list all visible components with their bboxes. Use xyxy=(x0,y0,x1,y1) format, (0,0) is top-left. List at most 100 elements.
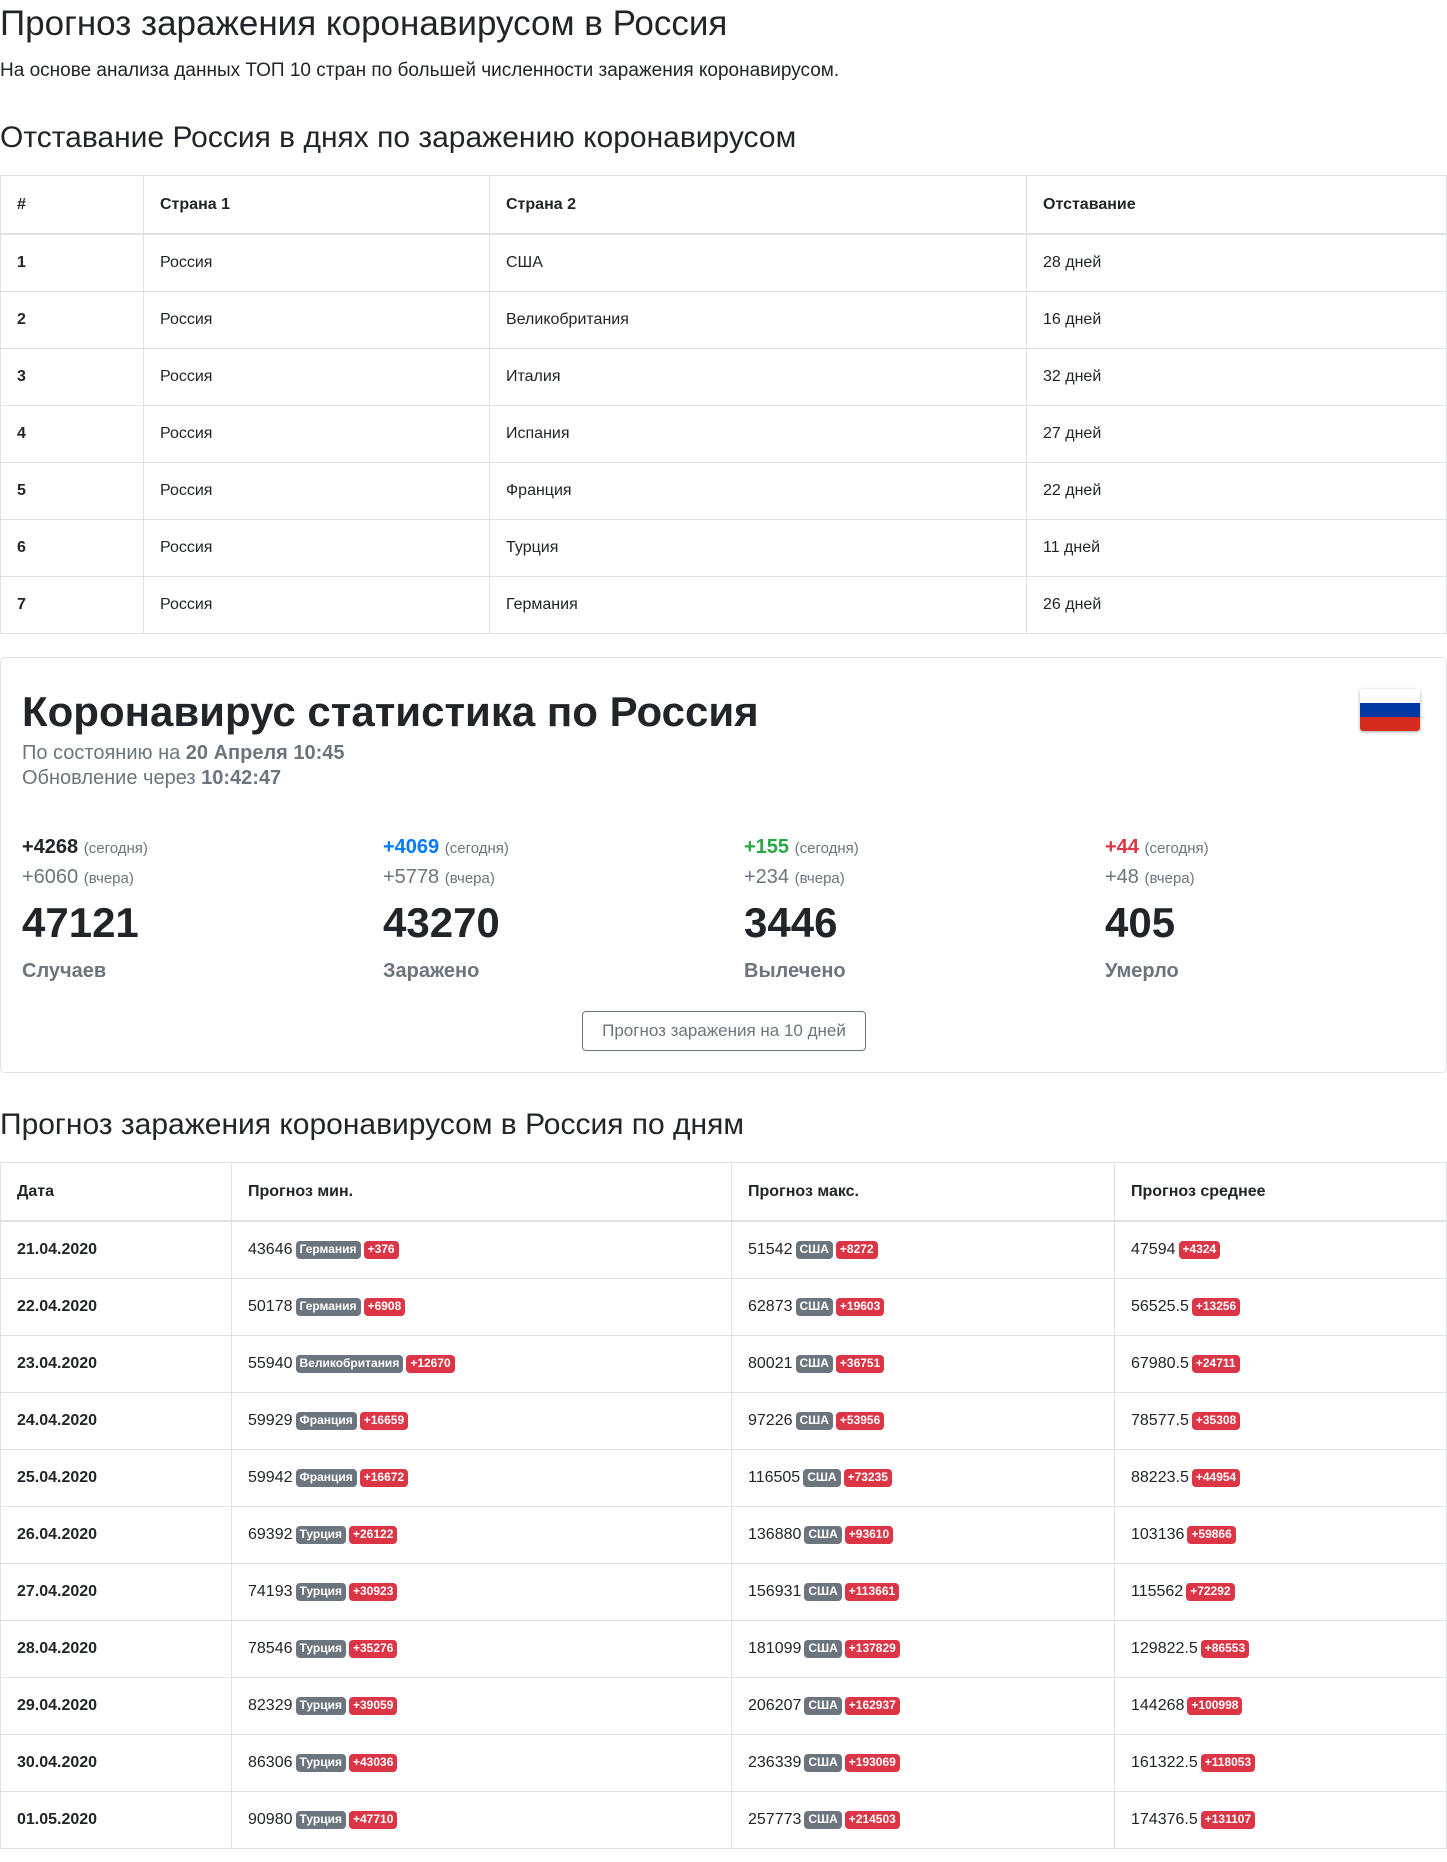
forecast-avg-value: 129822.5 xyxy=(1131,1640,1198,1657)
forecast-avg-cell: 103136 +59866 xyxy=(1114,1506,1447,1564)
country-badge: США xyxy=(795,1355,833,1373)
lag-row-country2: США xyxy=(489,233,1027,292)
stat-today-value: +155 xyxy=(744,836,790,858)
lag-col-lag: Отставание xyxy=(1026,175,1447,235)
stat-today-label: (сегодня) xyxy=(83,840,148,857)
lag-col-country1: Страна 1 xyxy=(143,175,490,235)
country-badge: США xyxy=(795,1412,833,1430)
stats-title: Коронавирус статистика по Россия xyxy=(22,688,759,735)
lag-col-country2: Страна 2 xyxy=(489,175,1027,235)
delta-badge: +376 xyxy=(363,1241,399,1259)
lag-row-num: 3 xyxy=(0,348,144,406)
delta-badge: +19603 xyxy=(835,1298,885,1316)
lag-row-country1: Россия xyxy=(143,348,490,406)
stat-today-label: (сегодня) xyxy=(1144,840,1209,857)
lag-row-lag: 22 дней xyxy=(1026,462,1447,520)
stat-yesterday-label: (вчера) xyxy=(794,870,845,887)
forecast-min-value: 43646 xyxy=(248,1241,293,1258)
forecast-min-cell: 69392 Турция +26122 xyxy=(231,1506,732,1564)
russia-flag-icon xyxy=(1360,689,1420,731)
forecast-date: 22.04.2020 xyxy=(0,1278,232,1336)
forecast-10-days-button[interactable]: Прогноз заражения на 10 дней xyxy=(582,1011,866,1051)
country-badge: Германия xyxy=(295,1298,361,1316)
forecast-max-value: 80021 xyxy=(748,1355,793,1372)
delta-badge: +35276 xyxy=(348,1640,398,1658)
lag-row-lag: 28 дней xyxy=(1026,233,1447,292)
delta-badge: +73235 xyxy=(843,1469,892,1487)
forecast-date: 24.04.2020 xyxy=(0,1392,232,1450)
table-row: 25.04.2020 59942 Франция +16672 116505 США +73… xyxy=(0,1449,1447,1507)
forecast-max-cell: 257773 США +214503 xyxy=(731,1791,1115,1849)
forecast-date: 25.04.2020 xyxy=(0,1449,232,1507)
forecast-date: 29.04.2020 xyxy=(0,1677,232,1735)
country-badge: США xyxy=(804,1526,842,1544)
forecast-min-value: 78546 xyxy=(248,1640,293,1657)
forecast-avg-cell: 56525.5 +13256 xyxy=(1114,1278,1447,1336)
table-row: 5 Россия Франция 22 дней xyxy=(0,462,1447,520)
lag-row-lag: 32 дней xyxy=(1026,348,1447,406)
forecast-date: 28.04.2020 xyxy=(0,1620,232,1678)
forecast-max-cell: 51542 США +8272 xyxy=(731,1220,1115,1279)
stat-today-value: +4069 xyxy=(383,836,440,858)
page-title: Прогноз заражения коронавирусом в Россия xyxy=(0,4,728,43)
forecast-date: 21.04.2020 xyxy=(0,1220,232,1279)
forecast-min-cell: 82329 Турция +39059 xyxy=(231,1677,732,1735)
forecast-max-value: 156931 xyxy=(748,1583,802,1600)
forecast-max-value: 136880 xyxy=(748,1526,802,1543)
lag-row-num: 6 xyxy=(0,519,144,577)
stat-yesterday-label: (вчера) xyxy=(83,870,134,887)
forecast-avg-value: 115562 xyxy=(1131,1583,1184,1600)
table-row: 6 Россия Турция 11 дней xyxy=(0,519,1447,577)
forecast-avg-cell: 161322.5 +118053 xyxy=(1114,1734,1447,1792)
stat-deaths: +44 (сегодня) +48 (вчера) 405 Умерло xyxy=(1105,833,1445,985)
delta-badge: +44954 xyxy=(1191,1469,1241,1487)
forecast-min-cell: 90980 Турция +47710 xyxy=(231,1791,732,1849)
delta-badge: +100998 xyxy=(1187,1697,1243,1715)
table-row: 2 Россия Великобритания 16 дней xyxy=(0,291,1447,349)
lag-row-lag: 27 дней xyxy=(1026,405,1447,463)
forecast-avg-value: 78577.5 xyxy=(1131,1412,1189,1429)
delta-badge: +131107 xyxy=(1200,1811,1256,1829)
stat-label: Заражено xyxy=(383,960,480,982)
delta-badge: +30923 xyxy=(348,1583,398,1601)
country-badge: США xyxy=(803,1469,841,1487)
forecast-avg-cell: 78577.5 +35308 xyxy=(1114,1392,1447,1450)
forecast-col-avg: Прогноз среднее xyxy=(1114,1162,1447,1222)
stat-label: Умерло xyxy=(1105,960,1179,982)
delta-badge: +59866 xyxy=(1187,1526,1236,1544)
delta-badge: +72292 xyxy=(1186,1583,1235,1601)
delta-badge: +193069 xyxy=(844,1754,900,1772)
forecast-max-cell: 80021 США +36751 xyxy=(731,1335,1115,1393)
delta-badge: +24711 xyxy=(1191,1355,1240,1373)
delta-badge: +162937 xyxy=(844,1697,900,1715)
forecast-max-cell: 136880 США +93610 xyxy=(731,1506,1115,1564)
table-row: 22.04.2020 50178 Германия +6908 62873 США +196… xyxy=(0,1278,1447,1336)
update-time: 10:42:47 xyxy=(201,767,282,789)
forecast-min-value: 59942 xyxy=(248,1469,293,1486)
forecast-table: Дата Прогноз мин. Прогноз макс. Прогноз … xyxy=(0,1162,1447,1849)
delta-badge: +39059 xyxy=(348,1697,398,1715)
status-line: По состоянию на 20 Апреля 10:45 xyxy=(22,740,345,766)
stat-label: Случаев xyxy=(22,960,107,982)
stat-yesterday-value: +6060 xyxy=(22,866,79,888)
stat-yesterday-value: +5778 xyxy=(383,866,440,888)
table-row: 27.04.2020 74193 Турция +30923 156931 США +113… xyxy=(0,1563,1447,1621)
lag-row-num: 5 xyxy=(0,462,144,520)
table-row: 29.04.2020 82329 Турция +39059 206207 США +162… xyxy=(0,1677,1447,1735)
forecast-max-cell: 156931 США +113661 xyxy=(731,1563,1115,1621)
lag-row-num: 2 xyxy=(0,291,144,349)
forecast-min-value: 86306 xyxy=(248,1754,293,1771)
forecast-min-cell: 50178 Германия +6908 xyxy=(231,1278,732,1336)
country-badge: Турция xyxy=(295,1754,346,1772)
forecast-min-cell: 86306 Турция +43036 xyxy=(231,1734,732,1792)
stat-total: 405 xyxy=(1105,899,1176,946)
stat-yesterday-value: +48 xyxy=(1105,866,1139,888)
forecast-max-cell: 206207 США +162937 xyxy=(731,1677,1115,1735)
lag-col-num: # xyxy=(0,175,144,235)
delta-badge: +36751 xyxy=(835,1355,885,1373)
table-row: 26.04.2020 69392 Турция +26122 136880 США +936… xyxy=(0,1506,1447,1564)
table-row: 01.05.2020 90980 Турция +47710 257773 США +214… xyxy=(0,1791,1447,1849)
lag-section-title: Отставание Россия в днях по заражению ко… xyxy=(0,121,797,154)
country-badge: США xyxy=(804,1640,842,1658)
stat-today-label: (сегодня) xyxy=(794,840,859,857)
